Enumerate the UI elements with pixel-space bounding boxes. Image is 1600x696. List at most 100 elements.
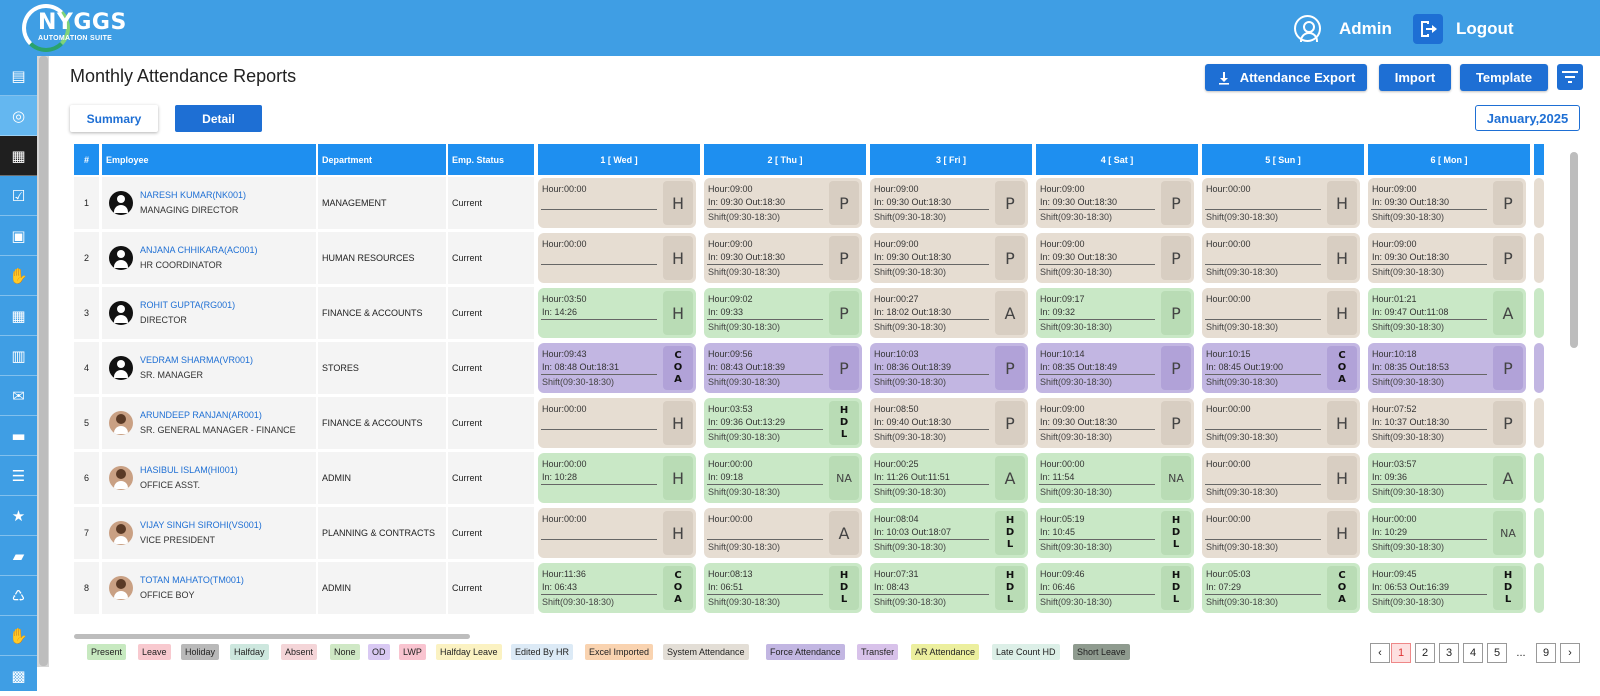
day-cell[interactable]: Hour:09:00 In: 09:30 Out:18:30 Shift(09:30… bbox=[704, 178, 862, 228]
day-cell[interactable]: Hour:00:00 Shift(09:30-18:30) H bbox=[1202, 453, 1360, 503]
grid-horizontal-scrollbar[interactable] bbox=[74, 634, 470, 639]
pagination-page-button[interactable]: 1 bbox=[1391, 643, 1411, 663]
template-button[interactable]: Template bbox=[1460, 64, 1548, 91]
grid-vertical-scrollbar[interactable] bbox=[1570, 152, 1578, 348]
employee-name[interactable]: TOTAN MAHATO(TM001) bbox=[140, 575, 244, 585]
day-cell[interactable]: Hour:01:21 In: 09:47 Out:11:08 Shift(09:30… bbox=[1368, 288, 1526, 338]
sidebar-item[interactable]: ▰ bbox=[0, 536, 37, 576]
day-cell[interactable]: Hour:00:00 Shift(09:30-18:30) H bbox=[1202, 398, 1360, 448]
employee-cell[interactable]: HASIBUL ISLAM(HI001) OFFICE ASST. bbox=[102, 452, 316, 504]
tab-detail[interactable]: Detail bbox=[175, 105, 262, 132]
day-cell[interactable]: Hour:00:00 Shift(09:30-18:30) H bbox=[1202, 288, 1360, 338]
pagination-page-button[interactable]: 5 bbox=[1487, 643, 1507, 663]
day-cell[interactable]: Hour:09:17 In: 09:32 Shift(09:30-18:30) P bbox=[1036, 288, 1194, 338]
import-button[interactable]: Import bbox=[1379, 64, 1451, 91]
pagination-page-button[interactable]: 2 bbox=[1415, 643, 1435, 663]
day-cell[interactable]: Hour:09:00 In: 09:30 Out:18:30 Shift(09:30… bbox=[1368, 233, 1526, 283]
day-cell[interactable]: Hour:00:00 In: 10:29 Shift(09:30-18:30) NA bbox=[1368, 508, 1526, 558]
day-cell[interactable]: Hour:08:50 In: 09:40 Out:18:30 Shift(09:30… bbox=[870, 398, 1028, 448]
day-cell[interactable]: Hour:00:00 H bbox=[538, 233, 696, 283]
column-header-department[interactable]: Department bbox=[318, 144, 446, 175]
day-cell[interactable]: Hour:10:03 In: 08:36 Out:18:39 Shift(09:30… bbox=[870, 343, 1028, 393]
filter-button[interactable] bbox=[1557, 64, 1583, 90]
sidebar-item[interactable]: ◎ bbox=[0, 96, 37, 136]
employee-cell[interactable]: TOTAN MAHATO(TM001) OFFICE BOY bbox=[102, 562, 316, 614]
day-cell[interactable]: Hour:03:57 In: 09:36 Shift(09:30-18:30) A bbox=[1368, 453, 1526, 503]
pagination-prev-button[interactable]: ‹ bbox=[1370, 643, 1390, 663]
day-cell[interactable]: Hour:07:52 In: 10:37 Out:18:30 Shift(09:30… bbox=[1368, 398, 1526, 448]
sidebar-item[interactable]: ✉ bbox=[0, 376, 37, 416]
column-header-day[interactable]: 1 [ Wed ] bbox=[538, 144, 700, 175]
logout-arrow-icon[interactable] bbox=[1413, 14, 1443, 44]
employee-cell[interactable]: ANJANA CHHIKARA(AC001) HR COORDINATOR bbox=[102, 232, 316, 284]
sidebar-item[interactable]: ♺ bbox=[0, 576, 37, 616]
day-cell[interactable]: Hour:00:00 Shift(09:30-18:30) A bbox=[704, 508, 862, 558]
day-cell[interactable]: Hour:09:46 In: 06:46 Shift(09:30-18:30) H D… bbox=[1036, 563, 1194, 613]
employee-cell[interactable]: VEDRAM SHARMA(VR001) SR. MANAGER bbox=[102, 342, 316, 394]
attendance-export-button[interactable]: Attendance Export bbox=[1205, 64, 1367, 91]
day-cell[interactable]: Hour:09:00 In: 09:30 Out:18:30 Shift(09:30… bbox=[704, 233, 862, 283]
sidebar-item[interactable]: ▩ bbox=[0, 656, 37, 696]
pagination-page-button[interactable]: 3 bbox=[1439, 643, 1459, 663]
day-cell[interactable]: Hour:09:00 In: 09:30 Out:18:30 Shift(09:30… bbox=[870, 178, 1028, 228]
column-header-day[interactable]: 5 [ Sun ] bbox=[1202, 144, 1364, 175]
sidebar-item[interactable]: ▬ bbox=[0, 416, 37, 456]
day-cell[interactable]: Hour:00:00 H bbox=[538, 508, 696, 558]
sidebar-item[interactable]: ☑ bbox=[0, 176, 37, 216]
app-logo[interactable]: NYGGS AUTOMATION SUITE bbox=[22, 4, 126, 52]
column-header-status[interactable]: Emp. Status bbox=[448, 144, 534, 175]
day-cell[interactable]: Hour:11:36 In: 06:43 Shift(09:30-18:30) C O… bbox=[538, 563, 696, 613]
user-circle-icon[interactable] bbox=[1294, 15, 1321, 42]
day-cell[interactable]: Hour:10:15 In: 08:45 Out:19:00 Shift(09:30… bbox=[1202, 343, 1360, 393]
sidebar-item[interactable]: ▣ bbox=[0, 216, 37, 256]
column-header-day[interactable]: 2 [ Thu ] bbox=[704, 144, 866, 175]
day-cell[interactable]: Hour:00:00 H bbox=[538, 178, 696, 228]
day-cell[interactable]: Hour:00:00 In: 11:54 Shift(09:30-18:30) NA bbox=[1036, 453, 1194, 503]
day-cell[interactable]: Hour:09:02 In: 09:33 Shift(09:30-18:30) P bbox=[704, 288, 862, 338]
employee-cell[interactable]: ARUNDEEP RANJAN(AR001) SR. GENERAL MANAGE… bbox=[102, 397, 316, 449]
day-cell[interactable]: Hour:00:00 In: 10:28 H bbox=[538, 453, 696, 503]
logout-button[interactable]: Logout bbox=[1456, 19, 1514, 38]
sidebar-item[interactable]: ▦ bbox=[0, 136, 37, 176]
day-cell[interactable]: Hour:00:25 In: 11:26 Out:11:51 Shift(09:30… bbox=[870, 453, 1028, 503]
day-cell[interactable]: Hour:10:14 In: 08:35 Out:18:49 Shift(09:30… bbox=[1036, 343, 1194, 393]
day-cell[interactable]: Hour:00:00 Shift(09:30-18:30) H bbox=[1202, 178, 1360, 228]
employee-name[interactable]: ANJANA CHHIKARA(AC001) bbox=[140, 245, 258, 255]
column-header-day[interactable]: 4 [ Sat ] bbox=[1036, 144, 1198, 175]
day-cell[interactable]: Hour:09:00 In: 09:30 Out:18:30 Shift(09:30… bbox=[1036, 398, 1194, 448]
day-cell[interactable]: Hour:03:50 In: 14:26 H bbox=[538, 288, 696, 338]
employee-cell[interactable]: ROHIT GUPTA(RG001) DIRECTOR bbox=[102, 287, 316, 339]
day-cell[interactable]: Hour:09:00 In: 09:30 Out:18:30 Shift(09:30… bbox=[1036, 178, 1194, 228]
day-cell[interactable]: Hour:09:00 In: 09:30 Out:18:30 Shift(09:30… bbox=[870, 233, 1028, 283]
pagination-next-button[interactable]: › bbox=[1560, 643, 1580, 663]
day-cell[interactable]: Hour:05:19 In: 10:45 Shift(09:30-18:30) H D… bbox=[1036, 508, 1194, 558]
sidebar-item[interactable]: ★ bbox=[0, 496, 37, 536]
day-cell[interactable]: Hour:00:00 H bbox=[538, 398, 696, 448]
day-cell[interactable]: Hour:09:00 In: 09:30 Out:18:30 Shift(09:30… bbox=[1036, 233, 1194, 283]
sidebar-item[interactable]: ▤ bbox=[0, 56, 37, 96]
column-header-num[interactable]: # bbox=[74, 144, 99, 175]
employee-name[interactable]: VEDRAM SHARMA(VR001) bbox=[140, 355, 254, 365]
column-header-employee[interactable]: Employee bbox=[102, 144, 316, 175]
day-cell[interactable]: Hour:00:27 In: 18:02 Out:18:30 Shift(09:30… bbox=[870, 288, 1028, 338]
day-cell[interactable]: Hour:09:00 In: 09:30 Out:18:30 Shift(09:30… bbox=[1368, 178, 1526, 228]
day-cell[interactable]: Hour:05:03 In: 07:29 Shift(09:30-18:30) C O… bbox=[1202, 563, 1360, 613]
day-cell[interactable]: Hour:03:53 In: 09:36 Out:13:29 Shift(09:30… bbox=[704, 398, 862, 448]
employee-name[interactable]: ROHIT GUPTA(RG001) bbox=[140, 300, 236, 310]
employee-name[interactable]: HASIBUL ISLAM(HI001) bbox=[140, 465, 238, 475]
sidebar-item[interactable]: ▦ bbox=[0, 296, 37, 336]
sidebar-scrollbar-thumb[interactable] bbox=[39, 56, 48, 666]
user-name[interactable]: Admin bbox=[1339, 19, 1392, 38]
pagination-page-button[interactable]: 4 bbox=[1463, 643, 1483, 663]
employee-cell[interactable]: VIJAY SINGH SIROHI(VS001) VICE PRESIDENT bbox=[102, 507, 316, 559]
tab-summary[interactable]: Summary bbox=[70, 105, 158, 132]
sidebar-item[interactable]: ▥ bbox=[0, 336, 37, 376]
employee-cell[interactable]: NARESH KUMAR(NK001) MANAGING DIRECTOR bbox=[102, 177, 316, 229]
pagination-page-button[interactable]: 9 bbox=[1536, 643, 1556, 663]
month-picker[interactable]: January,2025 bbox=[1475, 105, 1580, 131]
day-cell[interactable]: Hour:09:56 In: 08:43 Out:18:39 Shift(09:30… bbox=[704, 343, 862, 393]
day-cell[interactable]: Hour:09:45 In: 06:53 Out:16:39 Shift(09:30… bbox=[1368, 563, 1526, 613]
day-cell[interactable]: Hour:00:00 In: 09:18 Shift(09:30-18:30) NA bbox=[704, 453, 862, 503]
day-cell[interactable]: Hour:07:31 In: 08:43 Shift(09:30-18:30) H D… bbox=[870, 563, 1028, 613]
sidebar-item[interactable]: ✋ bbox=[0, 256, 37, 296]
